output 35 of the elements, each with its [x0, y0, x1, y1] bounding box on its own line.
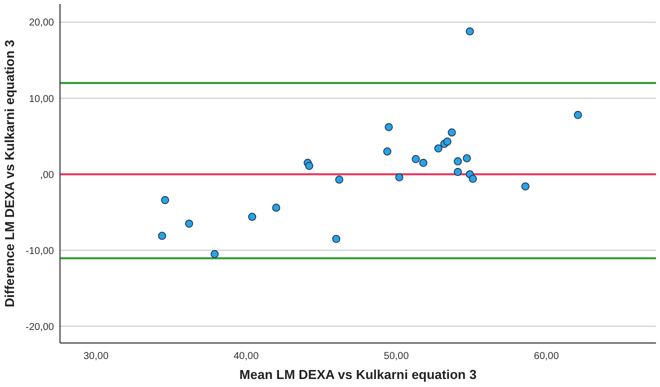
x-tick-label: 30,00 — [84, 351, 109, 362]
point — [454, 157, 462, 166]
point — [332, 234, 340, 243]
point — [161, 196, 170, 204]
point — [158, 232, 166, 240]
y-tick-label: ,00 — [40, 170, 54, 181]
point — [434, 144, 442, 152]
point — [395, 173, 404, 182]
y-tick-label: 20,00 — [28, 18, 54, 29]
point — [248, 212, 256, 221]
point — [448, 128, 456, 137]
y-tick-label: 10,00 — [28, 94, 54, 105]
x-axis-title: Mean LM DEXA vs Kulkarni equation 3 — [239, 367, 477, 382]
y-tick-label: -10,00 — [26, 246, 54, 257]
point — [384, 123, 393, 132]
point — [466, 27, 474, 36]
point — [468, 174, 477, 183]
point — [419, 158, 428, 167]
point — [335, 176, 344, 184]
x-tick-label: 40,00 — [234, 351, 260, 362]
point — [383, 147, 392, 156]
point — [412, 155, 420, 164]
point — [185, 220, 194, 228]
point — [462, 154, 471, 162]
point — [210, 250, 219, 258]
x-tick-label: 60,00 — [534, 351, 560, 362]
point — [574, 110, 582, 120]
point — [443, 138, 452, 146]
point — [454, 168, 462, 176]
y-axis-title: Difference LM DEXA vs Kulkarni equation 3 — [2, 40, 17, 308]
x-tick-label: 50,00 — [384, 351, 410, 362]
point — [305, 162, 314, 170]
point — [521, 182, 530, 190]
y-tick-label: -20,00 — [26, 322, 54, 333]
point — [272, 204, 280, 212]
